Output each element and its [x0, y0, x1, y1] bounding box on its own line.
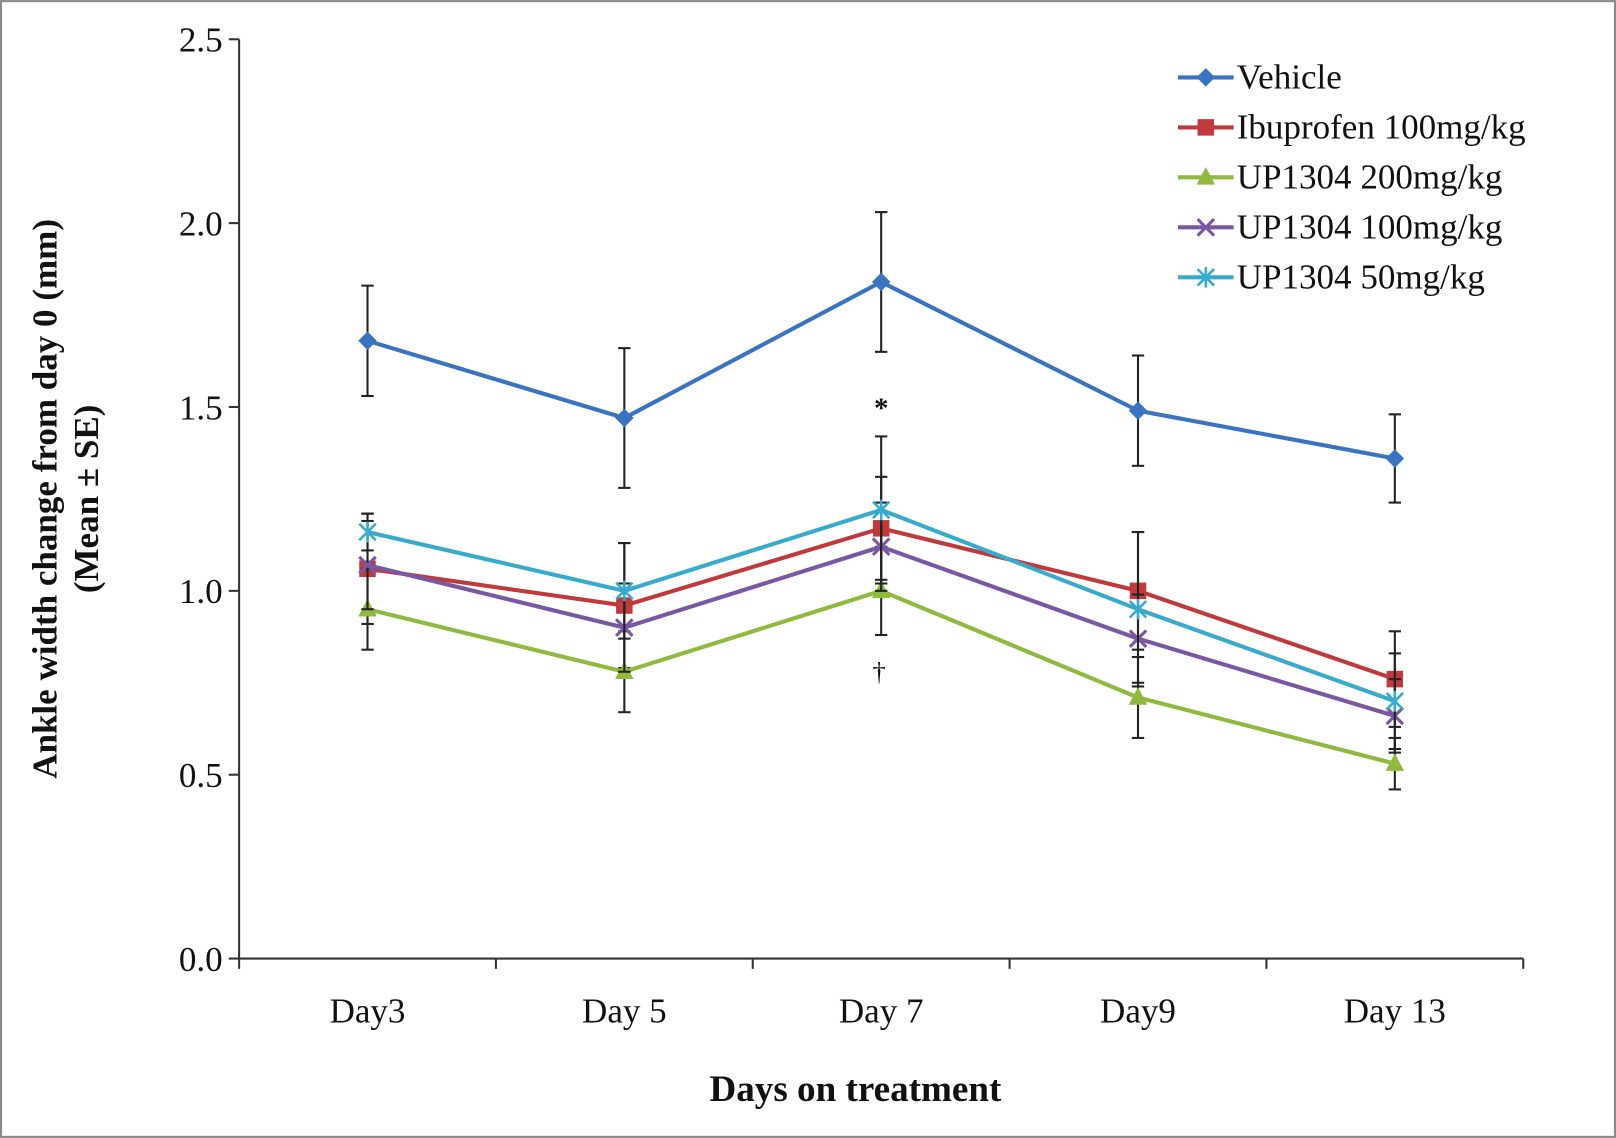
x-tick-label: Day 5	[582, 991, 667, 1030]
y-tick-label: 0.5	[179, 756, 223, 795]
x-tick-label: Day3	[330, 991, 406, 1030]
legend-item: UP1304 50mg/kg	[1177, 258, 1485, 297]
annotation: †	[872, 656, 885, 686]
legend-label: UP1304 200mg/kg	[1237, 158, 1503, 197]
legend-item: Vehicle	[1177, 58, 1342, 97]
marker	[1385, 690, 1404, 712]
legend-item: Ibuprofen 100mg/kg	[1177, 108, 1526, 147]
y-axis-title-line: (Mean ± SE)	[67, 405, 106, 594]
y-tick-label: 1.0	[179, 572, 223, 611]
y-tick-label: 2.0	[179, 204, 223, 243]
marker	[1128, 401, 1148, 420]
legend-label: UP1304 100mg/kg	[1237, 208, 1503, 247]
x-tick-label: Day 13	[1344, 991, 1446, 1030]
marker	[1197, 119, 1215, 136]
legend-item: UP1304 100mg/kg	[1177, 208, 1503, 247]
marker	[358, 331, 377, 351]
marker	[1128, 687, 1148, 705]
y-axis-title-line: Ankle width change from day 0 (mm)	[26, 219, 65, 779]
x-tick-label: Day 7	[839, 991, 924, 1030]
marker	[1385, 753, 1405, 771]
legend-label: Vehicle	[1237, 58, 1342, 97]
marker	[358, 521, 377, 543]
annotation: *	[874, 392, 888, 424]
marker	[1196, 167, 1216, 185]
x-axis-title: Days on treatment	[709, 1069, 1002, 1110]
legend-label: UP1304 50mg/kg	[1237, 258, 1485, 297]
y-tick-label: 2.5	[179, 21, 223, 60]
marker	[1196, 267, 1215, 288]
marker	[871, 272, 891, 292]
y-axis-title: Ankle width change from day 0 (mm) (Mean…	[26, 219, 106, 779]
legend-item: UP1304 200mg/kg	[1177, 158, 1503, 197]
marker	[1128, 598, 1148, 620]
marker	[358, 555, 377, 575]
marker	[1196, 218, 1216, 237]
y-tick-label: 1.5	[179, 388, 223, 427]
marker	[615, 408, 634, 428]
x-tick-label: Day9	[1100, 991, 1176, 1030]
y-tick-label: 0.0	[179, 940, 223, 979]
marker	[615, 580, 634, 602]
marker	[872, 499, 891, 521]
legend-label: Ibuprofen 100mg/kg	[1237, 108, 1526, 147]
series	[358, 211, 1405, 504]
series	[358, 435, 1404, 751]
